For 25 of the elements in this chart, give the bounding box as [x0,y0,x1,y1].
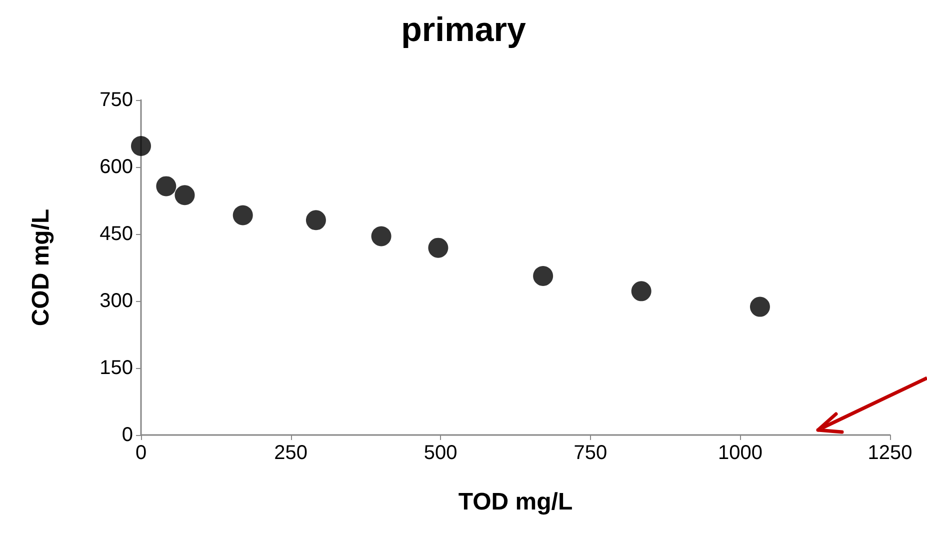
point [631,281,652,302]
point [428,238,448,258]
x-tick-label: 1250 [868,442,912,464]
y-tick-label: 450 [100,223,133,245]
x-tick-label: 0 [135,442,147,464]
point [371,226,392,246]
point [174,185,195,206]
point [131,136,151,156]
point [306,210,326,230]
y-tick-label: 750 [100,89,133,111]
point [533,266,554,286]
x-tick-label: 1000 [718,442,762,464]
y-tick-label: 300 [100,290,133,312]
point [232,205,253,226]
point [156,176,176,196]
y-tick-label: 0 [122,424,133,446]
y-axis-title: COD mg/L [28,208,54,326]
chart-title: primary [401,11,526,49]
y-tick-label: 150 [100,357,133,379]
x-axis-title: TOD mg/L [458,488,573,516]
point [750,296,770,317]
x-tick-label: 250 [274,442,308,464]
x-tick-label: 500 [424,442,458,464]
y-tick-label: 600 [100,156,133,178]
x-tick-label: 750 [574,442,608,464]
